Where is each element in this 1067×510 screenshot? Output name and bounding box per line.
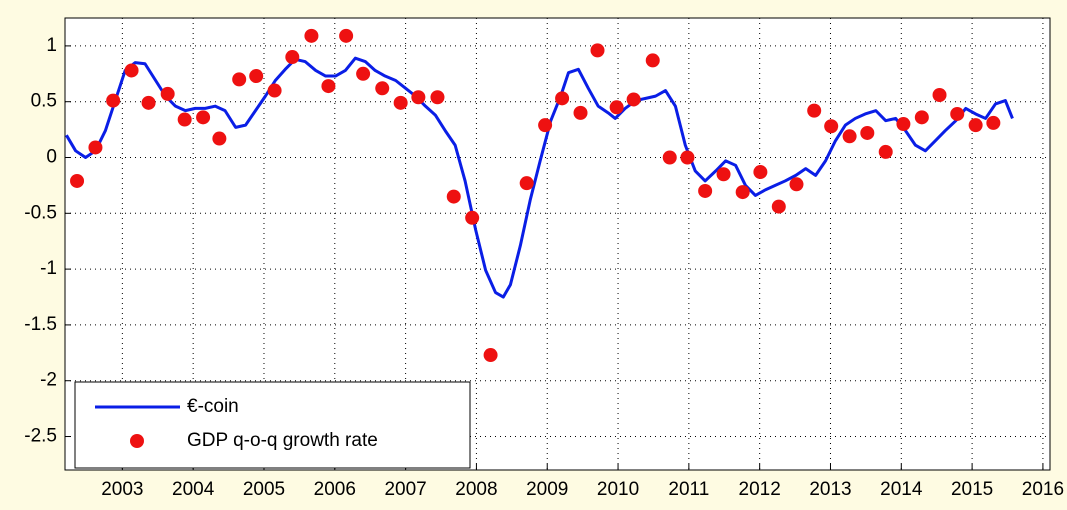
data-point (789, 177, 804, 192)
x-tick-label: 2007 (384, 479, 426, 500)
data-point (716, 167, 731, 182)
data-point (483, 348, 498, 363)
data-point (232, 72, 247, 87)
data-point (321, 79, 336, 94)
data-point (519, 176, 534, 191)
data-point (124, 63, 139, 78)
x-tick-label: 2009 (526, 479, 568, 500)
data-point (878, 144, 893, 159)
data-point (609, 100, 624, 115)
y-tick-label: -1 (40, 258, 57, 279)
data-point (88, 140, 103, 155)
data-point (680, 150, 695, 165)
data-point (356, 66, 371, 81)
x-tick-label: 2012 (739, 479, 781, 500)
x-tick-label: 2006 (314, 479, 356, 500)
data-point (141, 95, 156, 110)
x-tick-label: 2008 (455, 479, 497, 500)
x-tick-label: 2005 (243, 479, 285, 500)
data-point (267, 83, 282, 98)
data-point (662, 150, 677, 165)
plot-frame (64, 17, 1051, 471)
legend-box (74, 381, 471, 469)
data-point (698, 183, 713, 198)
x-tick-label: 2013 (809, 479, 851, 500)
x-tick-label: 2004 (172, 479, 215, 500)
x-tick-label: 2016 (1022, 479, 1064, 500)
x-tick-label: 2011 (668, 479, 709, 500)
data-point (465, 210, 480, 225)
data-point (968, 118, 983, 133)
data-point (304, 28, 319, 43)
data-point (411, 90, 426, 105)
data-point (106, 93, 121, 108)
data-point (177, 112, 192, 127)
data-point (446, 189, 461, 204)
data-point (212, 131, 227, 146)
data-point (339, 28, 354, 43)
data-point (393, 95, 408, 110)
x-tick-label: 2014 (880, 479, 923, 500)
y-tick-label: -0.5 (24, 202, 57, 223)
data-point (986, 115, 1001, 130)
data-point (771, 199, 786, 214)
data-point (249, 69, 264, 84)
y-tick-label: -2 (40, 370, 57, 391)
legend-label: GDP q-o-q growth rate (187, 430, 378, 451)
series-line (65, 56, 1014, 299)
data-point (196, 110, 211, 125)
data-point (753, 165, 768, 180)
data-point (896, 117, 911, 132)
y-tick-label: 0 (46, 147, 57, 168)
x-tick-label: 2003 (101, 479, 143, 500)
data-point (914, 110, 929, 125)
data-point (932, 88, 947, 103)
data-point (842, 129, 857, 144)
data-point (573, 105, 588, 120)
data-point (824, 119, 839, 134)
data-point (950, 106, 965, 121)
y-tick-label: 0.5 (31, 91, 57, 112)
data-point (807, 103, 822, 118)
data-point (70, 173, 85, 188)
y-tick-label: -2.5 (24, 426, 57, 447)
data-point (555, 91, 570, 106)
data-point (860, 125, 875, 140)
y-tick-label: 1 (46, 35, 57, 56)
x-tick-label: 2015 (951, 479, 993, 500)
data-point (590, 43, 605, 58)
data-point (645, 53, 660, 68)
data-point (430, 90, 445, 105)
legend-swatch (130, 434, 144, 448)
data-point (375, 81, 390, 96)
data-point (285, 50, 300, 65)
data-point (735, 185, 750, 200)
y-tick-label: -1.5 (24, 314, 57, 335)
x-tick-label: 2010 (597, 479, 639, 500)
data-point (626, 92, 641, 107)
legend-label: €-coin (187, 396, 239, 417)
data-point (160, 86, 175, 101)
data-point (538, 118, 553, 133)
